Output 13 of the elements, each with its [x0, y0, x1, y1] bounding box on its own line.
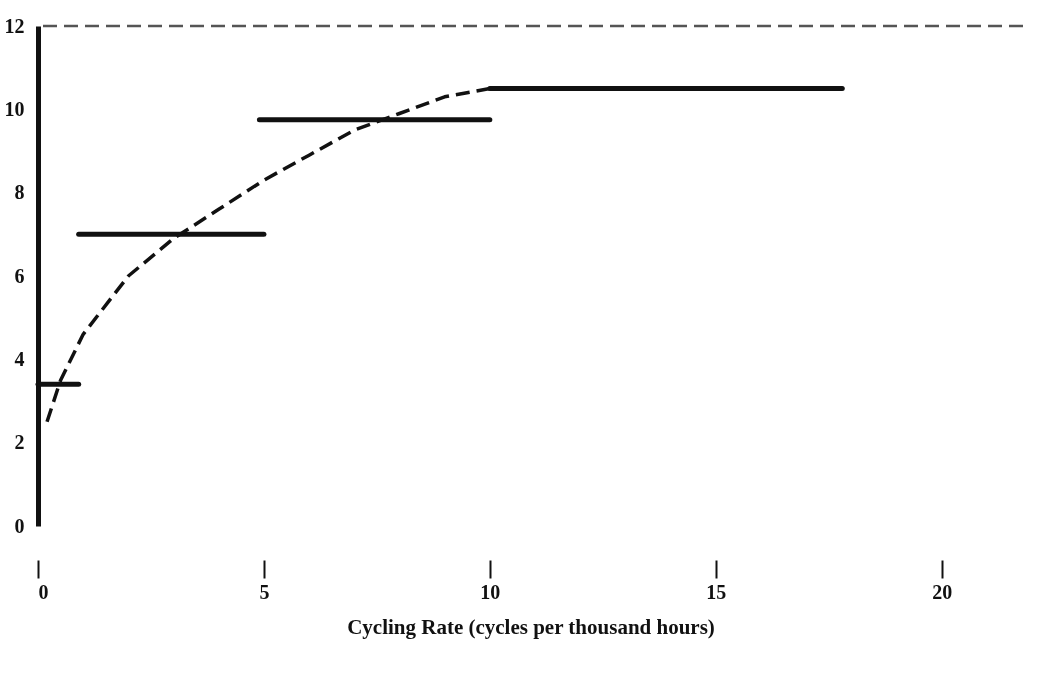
y-tick-label: 10: [4, 97, 25, 120]
y-tick-label: 0: [14, 514, 25, 537]
y-tick-label: 4: [14, 347, 25, 370]
x-tick-label: 10: [480, 580, 501, 603]
y-tick-label: 6: [14, 264, 25, 287]
x-tick-label: 0: [38, 580, 49, 603]
y-tick-label: 2: [14, 431, 25, 454]
x-tick-label: 15: [706, 580, 727, 603]
x-tick-label: 5: [259, 580, 270, 603]
x-tick-label: 20: [932, 580, 953, 603]
y-tick-label: 8: [14, 181, 25, 204]
y-tick-label: 12: [4, 14, 25, 37]
x-axis-title: Cycling Rate (cycles per thousand hours): [347, 614, 715, 639]
